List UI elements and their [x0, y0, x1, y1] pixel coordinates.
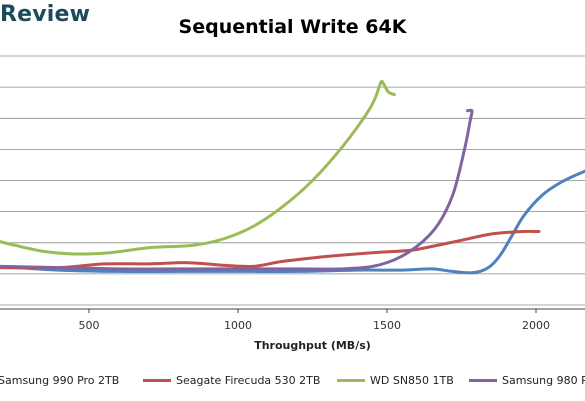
legend-label-samsung-980-pro: Samsung 980 Pro: [502, 374, 585, 387]
legend-item-samsung-980-pro: Samsung 980 Pro: [469, 374, 585, 387]
grid-lines: [0, 55, 585, 306]
legend-label-seagate-firecuda-530: Seagate Firecuda 530 2TB: [176, 374, 321, 387]
x-tick-label: 500: [79, 319, 100, 332]
brand-logo-text: Review: [0, 2, 91, 27]
legend-item-wd-sn850: WD SN850 1TB: [337, 374, 454, 387]
legend-item-seagate-firecuda-530: Seagate Firecuda 530 2TB: [143, 374, 320, 387]
chart-legend: Samsung 990 Pro 2TB Seagate Firecuda 530…: [0, 374, 585, 390]
x-tick-label: 1000: [224, 319, 252, 332]
series-lines: [0, 79, 585, 275]
series-line-wd-sn850: [0, 79, 396, 256]
x-tick-label: 2000: [522, 319, 550, 332]
legend-swatch-seagate-firecuda-530: [143, 379, 171, 382]
legend-label-wd-sn850: WD SN850 1TB: [370, 374, 454, 387]
series-line-samsung-980-pro: [0, 108, 474, 271]
legend-item-samsung-990-pro: Samsung 990 Pro 2TB: [0, 374, 119, 387]
series-line-samsung-990-pro: [0, 169, 585, 275]
x-axis-label: Throughput (MB/s): [254, 339, 371, 352]
x-axis: [0, 308, 585, 313]
legend-label-samsung-990-pro: Samsung 990 Pro 2TB: [0, 374, 120, 387]
x-tick-label: 1500: [373, 319, 401, 332]
series-line-seagate-firecuda-530: [0, 229, 541, 270]
legend-swatch-wd-sn850: [337, 379, 365, 382]
legend-swatch-samsung-980-pro: [469, 379, 497, 382]
x-tick-labels: 500 1000 1500 2000: [79, 319, 551, 332]
chart-title: Sequential Write 64K: [178, 16, 407, 38]
